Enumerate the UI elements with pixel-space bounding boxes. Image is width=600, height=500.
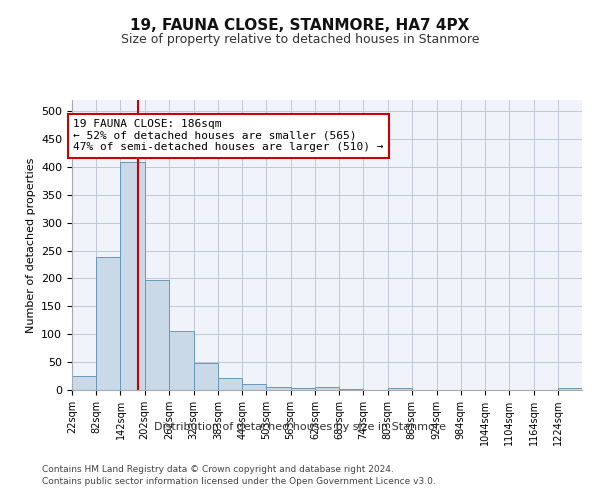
- Text: 19 FAUNA CLOSE: 186sqm
← 52% of detached houses are smaller (565)
47% of semi-de: 19 FAUNA CLOSE: 186sqm ← 52% of detached…: [73, 119, 384, 152]
- Text: 19, FAUNA CLOSE, STANMORE, HA7 4PX: 19, FAUNA CLOSE, STANMORE, HA7 4PX: [130, 18, 470, 32]
- Bar: [218, 378, 242, 390]
- Text: Contains public sector information licensed under the Open Government Licence v3: Contains public sector information licen…: [42, 478, 436, 486]
- Bar: [72, 376, 96, 390]
- Y-axis label: Number of detached properties: Number of detached properties: [26, 158, 35, 332]
- Bar: [145, 280, 169, 390]
- Bar: [242, 384, 266, 390]
- Bar: [315, 387, 339, 390]
- Text: Contains HM Land Registry data © Crown copyright and database right 2024.: Contains HM Land Registry data © Crown c…: [42, 465, 394, 474]
- Bar: [96, 258, 121, 390]
- Bar: [266, 387, 290, 390]
- Text: Distribution of detached houses by size in Stanmore: Distribution of detached houses by size …: [154, 422, 446, 432]
- Bar: [169, 332, 194, 390]
- Bar: [290, 388, 315, 390]
- Bar: [121, 162, 145, 390]
- Text: Size of property relative to detached houses in Stanmore: Size of property relative to detached ho…: [121, 32, 479, 46]
- Bar: [194, 363, 218, 390]
- Bar: [558, 388, 582, 390]
- Bar: [388, 388, 412, 390]
